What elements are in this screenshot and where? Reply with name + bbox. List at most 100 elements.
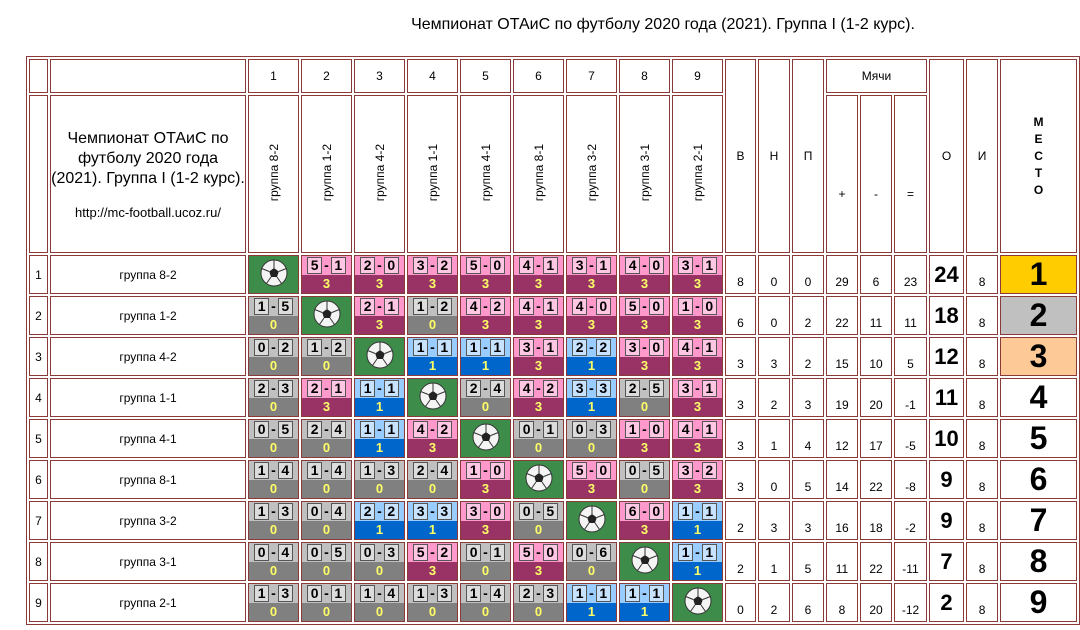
score-away: 1 [489,338,505,356]
score-separator: - [324,503,329,520]
score-away: 1 [701,502,717,520]
total-points: 24 [929,255,965,294]
site-url: http://mc-football.ucoz.ru/ [75,204,221,220]
score-separator: - [377,298,382,315]
score-separator: - [589,585,594,602]
column-header: И [966,59,999,253]
score-separator: - [695,339,700,356]
score-away: 1 [489,543,505,561]
column-number: 6 [513,59,564,93]
team-name: группа 2-1 [50,583,246,622]
score-away: 3 [595,420,611,438]
match-points: 1 [673,520,722,539]
score: 1-1 [673,543,722,562]
match-points: 0 [461,602,510,621]
score: 2-4 [302,420,351,439]
score-away: 2 [277,338,293,356]
team-row: 1 группа 8-2 5-1 3 2-0 3 3-2 3 5-0 3 4-1 3 3-1 3 4-0 3 3… [29,255,1078,294]
stat-losses: 3 [792,501,824,540]
match-points: 3 [461,274,510,293]
score-separator: - [377,421,382,438]
score: 1-0 [461,461,510,480]
score-away: 4 [489,379,505,397]
score-home: 2 [466,379,482,397]
column-team: группа 1-1 [407,95,458,253]
score-separator: - [271,462,276,479]
score-home: 0 [466,543,482,561]
stat-losses: 5 [792,542,824,581]
score-home: 4 [678,338,694,356]
stat-goal-diff: -2 [894,501,928,540]
score: 1-1 [355,420,404,439]
score: 1-1 [355,379,404,398]
score-home: 1 [254,461,270,479]
team-name: группа 8-2 [266,143,281,202]
score-separator: - [483,503,488,520]
score-separator: - [642,380,647,397]
stat-goals-against: 20 [860,583,892,622]
score-home: 3 [519,338,535,356]
score: 0-1 [461,543,510,562]
score-home: 2 [519,584,535,602]
score-home: 0 [307,502,323,520]
games-played: 8 [966,542,999,581]
score-away: 5 [648,461,664,479]
score-away: 3 [277,502,293,520]
score-separator: - [271,380,276,397]
score-away: 3 [383,543,399,561]
match-points: 3 [673,274,722,293]
stat-wins: 2 [725,501,756,540]
score-separator: - [430,339,435,356]
match-points: 0 [408,602,457,621]
match-points: 3 [514,356,563,375]
place: 3 [1000,337,1078,376]
score: 5-1 [302,256,351,275]
score-separator: - [642,503,647,520]
row-number: 1 [29,255,48,294]
match-points: 0 [302,356,351,375]
match-points: 0 [249,315,298,334]
score-separator: - [642,298,647,315]
stat-draws: 0 [758,460,790,499]
place: 2 [1000,296,1078,335]
score-separator: - [324,462,329,479]
match-points: 3 [673,356,722,375]
match-points: 0 [514,438,563,457]
score-home: 2 [307,420,323,438]
score: 1-4 [355,584,404,603]
score-home: 0 [254,420,270,438]
score-separator: - [695,298,700,315]
score-home: 0 [254,543,270,561]
score-away: 4 [436,461,452,479]
match-points: 3 [514,561,563,580]
match-points: 3 [355,315,404,334]
score-home: 4 [519,297,535,315]
match-points: 3 [461,315,510,334]
score-home: 4 [625,256,641,274]
stat-goals-for: 8 [826,583,858,622]
stat-goals-against: 22 [860,542,892,581]
